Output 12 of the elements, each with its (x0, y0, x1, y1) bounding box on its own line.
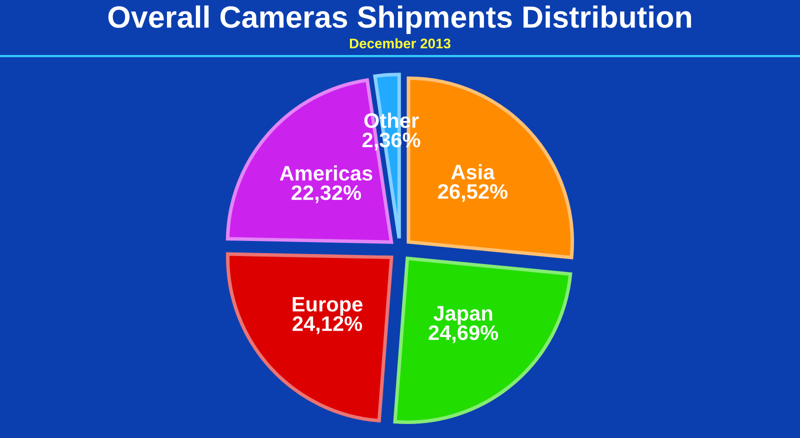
data-label: 24,12% (292, 316, 362, 334)
slice-label: Europe (292, 297, 362, 316)
data-label: 2,36% (362, 132, 420, 150)
slice-label: Americas (280, 165, 372, 181)
data-label: 22,32% (292, 185, 361, 204)
chart-subtitle: December 2013 (350, 38, 450, 48)
slice-label: Other (364, 112, 419, 128)
slice-label: Asia (451, 164, 495, 180)
data-label: 26,52% (438, 184, 508, 202)
data-label: 24,69% (428, 325, 498, 344)
chart-title: Overall Cameras Shipments Distribution (108, 5, 692, 34)
slice-label: Japan (434, 306, 492, 325)
